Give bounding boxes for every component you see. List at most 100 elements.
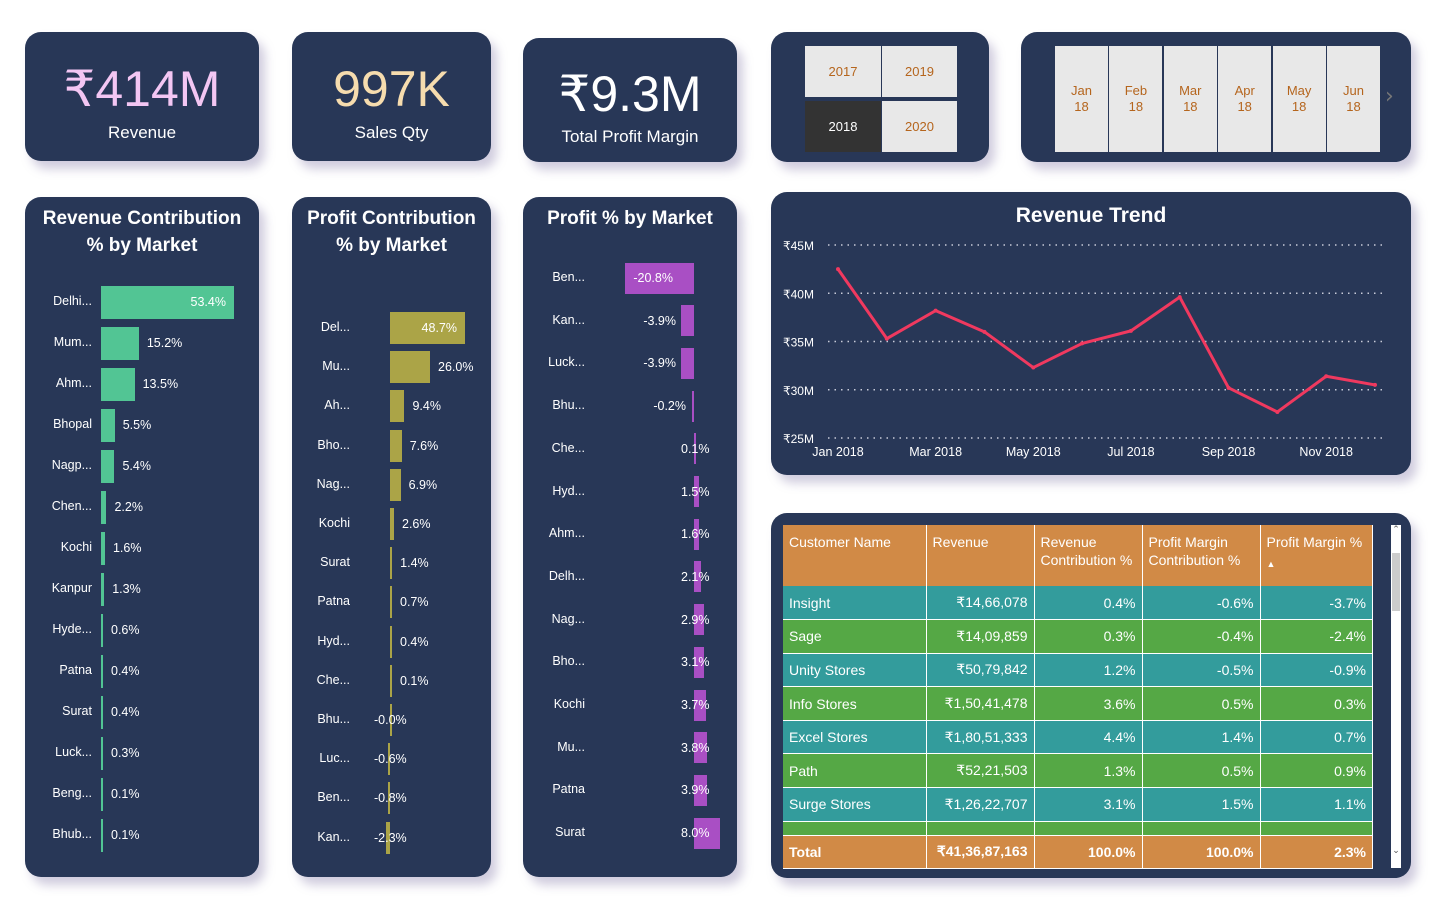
bar-category-label: Surat — [320, 555, 350, 570]
kpi-value: 997K — [333, 61, 450, 117]
table-row[interactable]: Excel Stores ₹1,80,51,333 4.4% 1.4% 0.7% — [783, 720, 1373, 755]
bar[interactable] — [390, 312, 465, 344]
month-tile[interactable]: Apr 18 — [1218, 46, 1272, 152]
bar[interactable] — [390, 508, 394, 540]
bar-category-label: Kan... — [317, 829, 350, 844]
bar-value-label: 0.1% — [111, 828, 140, 842]
bar-value-label: 0.6% — [111, 623, 140, 637]
bar[interactable] — [694, 476, 699, 507]
bar[interactable] — [681, 305, 694, 337]
month-year: 18 — [1074, 99, 1089, 114]
bar[interactable] — [694, 689, 707, 721]
bar[interactable] — [101, 818, 103, 852]
bar[interactable] — [101, 326, 139, 360]
year-tile-2017[interactable]: 2017 — [805, 46, 881, 97]
bar[interactable] — [390, 468, 401, 501]
bar-value-label: -0.0% — [374, 713, 407, 727]
bar[interactable] — [101, 736, 103, 770]
col-profit-margin-contribution[interactable]: Profit Margin Contribution % — [1142, 525, 1261, 586]
table-row-partial[interactable] — [783, 821, 1373, 836]
bar[interactable] — [101, 490, 107, 524]
bar-value-label: 48.7% — [421, 321, 457, 335]
bar[interactable] — [390, 586, 392, 619]
bar[interactable] — [390, 664, 392, 697]
table-scrollbar[interactable]: ⌃ ⌄ — [1391, 525, 1401, 868]
bar-category-label: Hyd... — [317, 633, 350, 648]
bar-value-label: 2.9% — [681, 612, 710, 627]
bar-category-label: Delhi... — [53, 294, 92, 308]
chart-title: Revenue Contribution % by Market — [42, 208, 242, 256]
bar[interactable] — [390, 351, 431, 384]
bar[interactable] — [694, 561, 701, 593]
bar[interactable] — [101, 408, 115, 442]
year-tile-2019[interactable]: 2019 — [882, 46, 957, 97]
chevron-right-icon[interactable]: › — [1385, 84, 1394, 109]
bar[interactable] — [101, 285, 234, 319]
table-row[interactable]: Path ₹52,21,503 1.3% 0.5% 0.9% — [783, 753, 1373, 789]
bar[interactable] — [625, 262, 694, 294]
bar[interactable] — [390, 625, 392, 658]
bar[interactable] — [694, 518, 700, 550]
col-profit-margin-pct[interactable]: Profit Margin % ▲ — [1260, 525, 1373, 586]
month-tile[interactable]: May 18 — [1272, 46, 1326, 152]
bar[interactable] — [390, 390, 405, 423]
bar[interactable] — [390, 547, 393, 580]
bar[interactable] — [694, 732, 707, 764]
bar[interactable] — [101, 449, 115, 483]
bar[interactable] — [101, 777, 103, 811]
bar[interactable] — [694, 604, 704, 636]
bar-category-label: Nag... — [551, 611, 585, 626]
year-tile-2020[interactable]: 2020 — [882, 101, 957, 152]
table-cell: 0.7% — [1260, 720, 1373, 755]
bar[interactable] — [101, 654, 103, 688]
bar-value-label: -0.6% — [374, 752, 407, 767]
bar[interactable] — [101, 572, 105, 606]
scroll-thumb[interactable] — [1392, 553, 1400, 611]
table-row[interactable]: Sage ₹14,09,859 0.3% -0.4% -2.4% — [783, 619, 1373, 654]
month-tile[interactable]: Jan 18 — [1055, 46, 1108, 152]
table-row[interactable]: Insight ₹14,66,078 0.4% -0.6% -3.7% — [783, 586, 1373, 621]
month-tile[interactable]: Feb 18 — [1109, 46, 1163, 152]
table-cell: 0.4% — [1034, 586, 1143, 621]
bar[interactable] — [681, 347, 694, 379]
table-row[interactable]: Unity Stores ₹50,79,842 1.2% -0.5% -0.9% — [783, 653, 1373, 688]
bar[interactable] — [694, 433, 696, 465]
bar[interactable] — [386, 821, 390, 854]
bar[interactable] — [694, 774, 707, 806]
month-tile[interactable]: Jun 18 — [1327, 46, 1380, 152]
bar[interactable] — [101, 613, 103, 647]
bar-category-label: Surat — [555, 825, 585, 840]
table-row[interactable]: Info Stores ₹1,50,41,478 3.6% 0.5% 0.3% — [783, 686, 1373, 721]
bar-category-label: Mu... — [322, 359, 350, 374]
col-revenue-contribution[interactable]: Revenue Contribution % — [1034, 525, 1143, 586]
chart-title: Profit % by Market — [547, 208, 713, 229]
bar[interactable] — [390, 704, 392, 736]
revenue-trend-chart: Revenue Trend — [771, 192, 1411, 475]
bar[interactable] — [101, 367, 135, 401]
col-customer-name[interactable]: Customer Name — [783, 525, 927, 586]
bar-category-label: Patna — [552, 782, 585, 797]
bar[interactable] — [388, 782, 390, 815]
bar[interactable] — [101, 695, 103, 729]
bar[interactable] — [390, 429, 402, 462]
bar[interactable] — [101, 531, 105, 565]
bar[interactable] — [694, 817, 721, 849]
col-revenue[interactable]: Revenue — [926, 525, 1035, 586]
table-cell: -0.6% — [1142, 586, 1261, 621]
bar[interactable] — [694, 646, 705, 678]
scroll-up-icon[interactable]: ⌃ — [1392, 525, 1400, 535]
bar[interactable] — [388, 743, 390, 776]
bar-category-label: Kan... — [552, 312, 585, 327]
bar-value-label: 2.2% — [114, 500, 143, 514]
bar-category-label: Hyd... — [552, 483, 585, 498]
year-tile-2018[interactable]: 2018 — [805, 101, 881, 152]
bar-category-label: Patna — [59, 663, 92, 677]
table-cell: 0.5% — [1142, 686, 1261, 721]
table-cell: ₹52,21,503 — [926, 753, 1035, 789]
bar[interactable] — [692, 390, 694, 422]
customer-table: Customer Name Revenue Revenue Contributi… — [783, 525, 1373, 869]
table-row[interactable]: Surge Stores ₹1,26,22,707 3.1% 1.5% 1.1% — [783, 787, 1373, 822]
scroll-down-icon[interactable]: ⌄ — [1392, 846, 1400, 856]
bar-category-label: Bhu... — [552, 398, 585, 413]
month-tile[interactable]: Mar 18 — [1163, 46, 1217, 152]
